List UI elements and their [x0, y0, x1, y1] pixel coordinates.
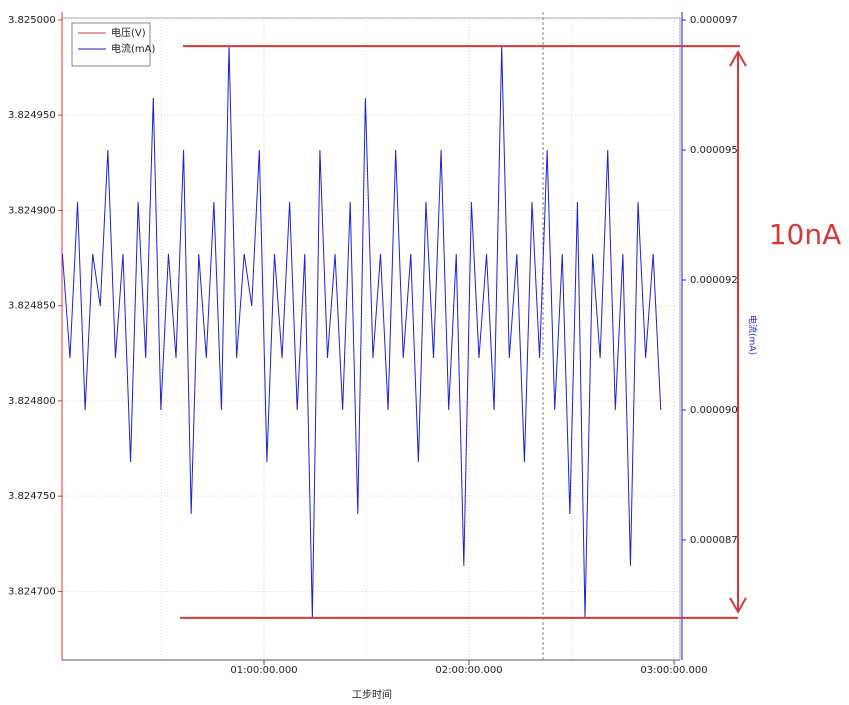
annotation-text: 10nA — [769, 218, 842, 251]
series-line — [61, 46, 662, 618]
y-tick-label: 3.825000 — [8, 15, 56, 26]
legend: 电压(V) 电流(mA) — [71, 22, 155, 67]
y2-tick-label: 0.000090 — [690, 405, 738, 416]
y-tick-label: 3.824800 — [8, 396, 56, 407]
y-tick-label: 3.824850 — [8, 301, 56, 312]
x-tick-label: 01:00:00.000 — [230, 665, 297, 676]
y2-tick-label: 0.000097 — [690, 15, 738, 26]
y2-tick-label: 0.000092 — [690, 275, 738, 286]
plot-frame — [61, 17, 681, 661]
arrow-head — [729, 597, 747, 614]
x-tick-label: 02:00:00.000 — [435, 665, 502, 676]
y-tick-label: 3.824700 — [8, 586, 56, 597]
y-tick-label: 3.824750 — [8, 491, 56, 502]
x-tick-label: 03:00:00.000 — [640, 665, 707, 676]
arrow-head — [729, 50, 747, 67]
y2-axis-label: 电流(mA) — [747, 315, 759, 355]
y2-tick-label: 0.000087 — [690, 535, 738, 546]
y2-tick-label: 0.000095 — [690, 145, 738, 156]
y-tick-label: 3.824950 — [8, 110, 56, 121]
x-axis-label: 工步时间 — [352, 688, 392, 701]
legend-label: 电压(V) — [111, 26, 146, 39]
y-tick-label: 3.824900 — [8, 205, 56, 216]
legend-box — [71, 22, 151, 67]
legend-label: 电流(mA) — [111, 42, 155, 55]
